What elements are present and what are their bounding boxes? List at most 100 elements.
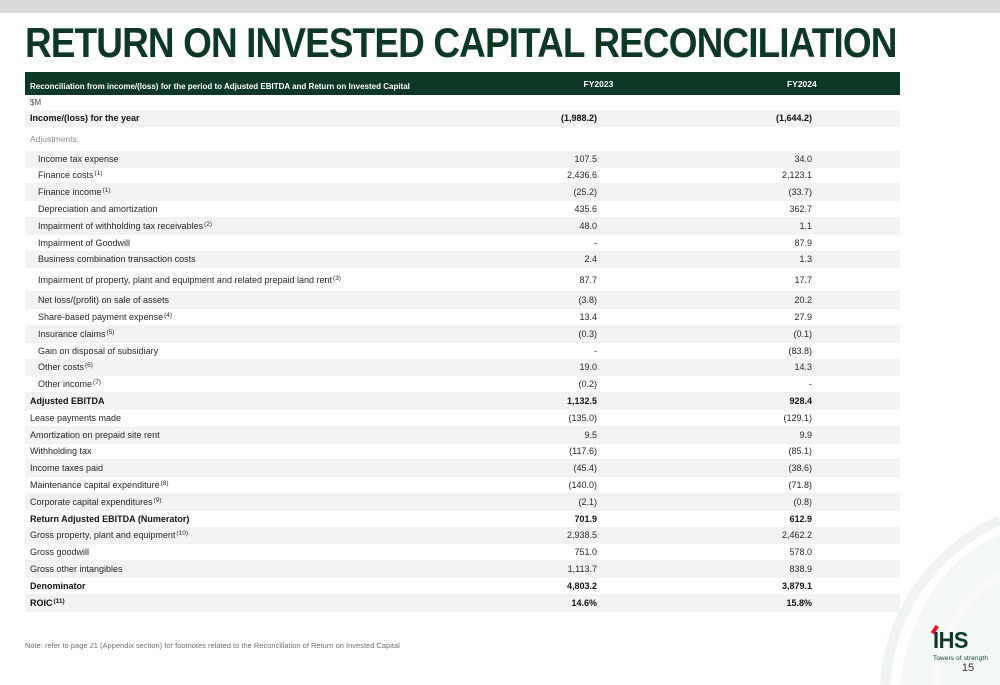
table-row: Denominator 4,803.2 3,879.1 (25, 578, 900, 595)
table-row: Insurance claims(5) (0.3) (0.1) (25, 325, 900, 343)
row-label: Denominator (30, 580, 86, 591)
row-label: Gross other intangibles (30, 564, 123, 575)
table-header-spacer (817, 72, 900, 95)
row-label: Insurance claims(5) (38, 328, 115, 339)
row-value-fy2024: 27.9 (794, 312, 812, 323)
footnote-marker: (3) (333, 274, 341, 282)
top-strip-decoration (0, 0, 1000, 13)
table-row: Finance costs(1) 2,436.6 2,123.1 (25, 168, 900, 185)
row-label: Amortization on prepaid site rent (30, 429, 160, 440)
footnote-marker: (7) (93, 379, 101, 387)
table-row: Business combination transaction costs 2.… (25, 251, 900, 269)
footnote-marker: (10) (176, 530, 188, 538)
row-value-fy2023: (117.6) (569, 446, 597, 457)
table-row: Depreciation and amortization 435.6 362.7 (25, 201, 900, 218)
row-value-fy2024: 1.3 (799, 254, 812, 265)
row-label: $M (30, 98, 42, 107)
footnote-marker: (5) (106, 328, 115, 336)
row-label: Gross property, plant and equipment(10) (30, 530, 188, 541)
row-value-fy2024: 14.3 (794, 362, 812, 373)
footnote-reference: Note: refer to page 21 (Appendix section… (25, 641, 400, 650)
row-value-fy2023: 107.5 (574, 153, 597, 164)
row-label: Maintenance capital expenditure(8) (30, 480, 169, 491)
row-label: Other costs(6) (38, 362, 93, 373)
table-row: Gross other intangibles 1,113.7 838.9 (25, 561, 900, 578)
page-title: RETURN ON INVESTED CAPITAL RECONCILIATIO… (25, 19, 897, 66)
ihs-logo: IHS Towers of strength (930, 624, 989, 662)
row-value-fy2024: 9.9 (799, 429, 812, 440)
row-value-fy2023: (0.3) (578, 328, 597, 339)
table-row: Net loss/(profit) on sale of assets (3.8)… (25, 292, 900, 310)
table-row: Withholding tax (117.6) (85.1) (25, 444, 900, 461)
row-value-fy2023: (140.0) (568, 480, 597, 491)
footnote-marker: (9) (153, 496, 162, 504)
table-row: Gross property, plant and equipment(10) 2… (25, 527, 900, 545)
table-row: Impairment of withholding tax receivable… (25, 217, 900, 235)
row-value-fy2023: (135.0) (568, 412, 597, 423)
table-row: Gross goodwill 751.0 578.0 (25, 544, 900, 562)
table-row: Lease payments made (135.0) (129.1) (25, 410, 900, 427)
row-value-fy2024: 362.7 (789, 204, 812, 215)
row-value-fy2024: 928.4 (789, 396, 812, 407)
row-label: Finance costs(1) (38, 170, 103, 181)
row-value-fy2023: 4,803.2 (566, 580, 597, 591)
table-row: Share-based payment expense(4) 13.4 27.9 (25, 309, 900, 326)
row-value-fy2024: (0.8) (793, 496, 812, 507)
row-value-fy2023: 1,113.7 (567, 564, 597, 575)
row-value-fy2024: (71.8) (788, 480, 812, 491)
row-value-fy2023: 13.4 (579, 312, 597, 323)
table-row: Corporate capital expenditures(9) (2.1) (0… (25, 493, 900, 511)
row-value-fy2023: 87.7 (579, 274, 597, 285)
row-label: Adjusted EBITDA (30, 396, 105, 407)
table-header-fy2023: FY2023 (583, 78, 614, 89)
row-value-fy2024: 2,462.2 (781, 530, 812, 541)
row-label: Other income(7) (38, 379, 101, 390)
row-value-fy2024: (129.1) (783, 412, 812, 423)
row-value-fy2023: 2.4 (584, 254, 597, 265)
row-label: Income/(loss) for the year (30, 112, 140, 123)
row-value-fy2024: 34.0 (794, 153, 812, 164)
row-value-fy2023: 14.6% (571, 597, 597, 608)
table-row: Return Adjusted EBITDA (Numerator) 701.9 6… (25, 511, 900, 528)
row-value-fy2023: 751.0 (574, 547, 597, 558)
row-value-fy2023: 1,132.5 (566, 396, 597, 407)
table-header-fy2024: FY2024 (786, 78, 817, 89)
row-value-fy2023: (0.2) (578, 379, 597, 390)
row-value-fy2023: 2,436.6 (566, 170, 597, 181)
row-value-fy2023: 701.9 (574, 513, 597, 524)
row-label: Return Adjusted EBITDA (Numerator) (30, 513, 190, 524)
row-value-fy2024: 578.0 (789, 547, 812, 558)
row-value-fy2024: (38.6) (788, 463, 812, 474)
ihs-logo-letters: IHS (933, 627, 969, 653)
page-number: 15 (961, 662, 975, 674)
table-row: Income taxes paid (45.4) (38.6) (25, 460, 900, 478)
row-value-fy2024: 3,879.1 (781, 580, 812, 591)
row-value-fy2023: (1,988.2) (560, 112, 597, 123)
row-label: Adjustments: (30, 133, 80, 144)
row-label: Withholding tax (30, 446, 92, 457)
row-value-fy2024: 87.9 (794, 237, 812, 248)
row-value-fy2023: 19.0 (579, 362, 597, 373)
footnote-marker: (1) (102, 187, 111, 195)
footnote-marker: (4) (164, 312, 173, 320)
row-label: Share-based payment expense(4) (38, 312, 173, 323)
row-value-fy2023: 435.6 (574, 204, 597, 215)
row-label: Income tax expense (38, 153, 119, 164)
reconciliation-table: Reconciliation from income/(loss) for th… (25, 72, 900, 612)
footnote-marker: (8) (160, 480, 169, 488)
row-label: Impairment of withholding tax receivable… (38, 220, 213, 231)
row-value-fy2023: (2.1) (578, 496, 597, 507)
table-row: Income/(loss) for the year (1,988.2) (1,64… (25, 110, 900, 127)
ihs-logo-text: IHS (930, 624, 985, 653)
row-value-fy2024: 612.9 (789, 513, 812, 524)
row-value-fy2023: 2,938.5 (566, 530, 597, 541)
ihs-logo-tagline: Towers of strength (933, 655, 989, 662)
footnote-marker: (2) (204, 220, 213, 228)
table-row: Adjusted EBITDA 1,132.5 928.4 (25, 393, 900, 410)
row-value-fy2024: 838.9 (789, 564, 812, 575)
table-header-label: Reconciliation from income/(loss) for th… (30, 82, 410, 91)
table-header: Reconciliation from income/(loss) for th… (25, 72, 900, 95)
table-row: Adjustments: (25, 127, 900, 151)
row-label: Gross goodwill (30, 547, 90, 558)
table-row: Finance income(1) (25.2) (33.7) (25, 184, 900, 202)
